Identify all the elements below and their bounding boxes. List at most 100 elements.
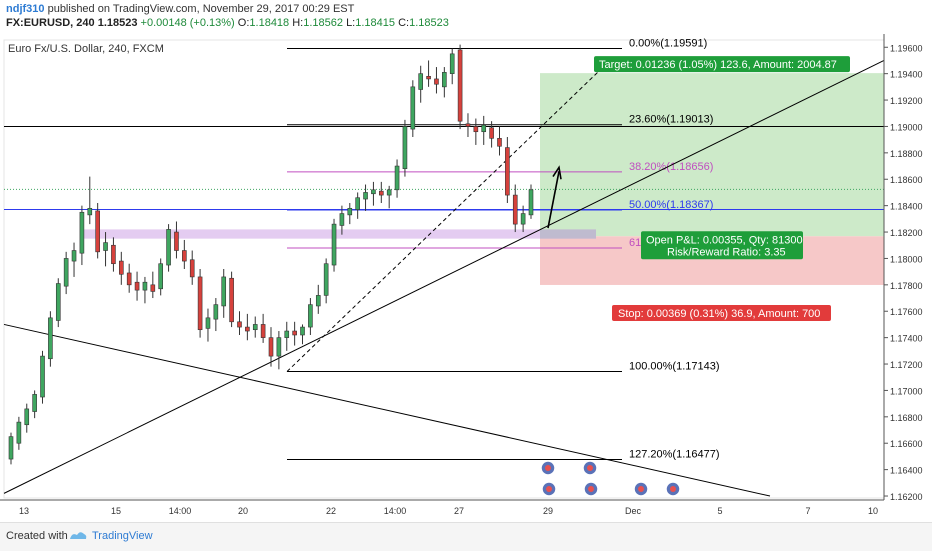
- candle-body: [119, 260, 124, 275]
- time-axis-label: 20: [238, 506, 248, 516]
- candle-body: [237, 321, 242, 328]
- price-axis-label: 1.16800: [890, 413, 923, 423]
- fib-level-label: 0.00%(1.19591): [629, 37, 707, 49]
- candle-body: [189, 259, 195, 278]
- close-label: C:: [398, 17, 410, 29]
- candle-body: [245, 326, 250, 332]
- high-label: H:: [292, 17, 304, 29]
- candle-body: [63, 258, 69, 287]
- price-axis-label: 1.17400: [890, 334, 923, 344]
- price-axis-label: 1.18000: [890, 254, 923, 264]
- candle-body: [16, 421, 22, 444]
- candle-body: [268, 337, 274, 357]
- entry-marker: [540, 229, 596, 239]
- candle-body: [323, 263, 329, 296]
- time-axis-label: 7: [805, 506, 810, 516]
- time-axis-label: Dec: [625, 506, 642, 516]
- price-chart[interactable]: Euro Fx/U.S. Dollar, 240, FXCM 0.00%(1.1…: [0, 34, 932, 522]
- price-axis-label: 1.19200: [890, 96, 923, 106]
- candle-body: [276, 337, 282, 357]
- economic-event-icon-dot: [588, 486, 594, 492]
- price-axis-label: 1.17600: [890, 307, 923, 317]
- candle-body: [489, 127, 494, 139]
- fib-level-label: 23.60%(1.19013): [629, 114, 713, 126]
- candle-body: [442, 72, 447, 88]
- candle-body: [402, 126, 408, 169]
- support-band: [84, 229, 596, 239]
- candle-body: [292, 330, 297, 336]
- change-value: +0.00148 (+0.13%): [140, 17, 235, 29]
- rising-trendline: [3, 60, 885, 494]
- price-axis-label: 1.17200: [890, 360, 923, 370]
- time-axis-label: 13: [19, 506, 29, 516]
- candle-body: [505, 147, 510, 196]
- falling-trendline: [3, 323, 771, 497]
- author-link[interactable]: ndjf310: [6, 3, 45, 15]
- time-axis-label: 14:00: [169, 506, 192, 516]
- candle-body: [205, 317, 211, 329]
- candle-body: [134, 281, 140, 291]
- candle-body: [158, 263, 163, 290]
- risk-reward-label-text: Risk/Reward Ratio: 3.35: [667, 246, 786, 258]
- candle-body: [55, 283, 61, 321]
- pnl-label-text: Open P&L: 0.00355, Qty: 81300: [646, 234, 803, 246]
- profit-zone: [540, 73, 884, 237]
- candle-body: [103, 242, 108, 251]
- price-axis-label: 1.19600: [890, 43, 923, 53]
- candle-body: [300, 326, 305, 336]
- candle-body: [111, 244, 116, 265]
- candle-body: [481, 124, 487, 133]
- candle-body: [434, 78, 439, 85]
- candle-body: [386, 189, 392, 196]
- candle-body: [95, 210, 100, 253]
- candle-body: [512, 194, 518, 225]
- candle-body: [284, 330, 290, 338]
- low-label: L:: [346, 17, 356, 29]
- price-axis-label: 1.17800: [890, 281, 923, 291]
- candle-body: [260, 324, 266, 338]
- candle-body: [410, 86, 416, 130]
- time-axis-label: 10: [868, 506, 878, 516]
- candle-body: [347, 207, 353, 216]
- symbol-text: FX:EURUSD, 240: [6, 17, 95, 29]
- candle-body: [40, 355, 45, 398]
- candle-body: [520, 213, 526, 225]
- economic-event-icon-dot: [638, 486, 644, 492]
- candle-body: [371, 189, 376, 195]
- created-with-text: Created with: [6, 530, 68, 542]
- candle-body: [229, 277, 234, 323]
- price-axis-label: 1.19000: [890, 122, 923, 132]
- price-axis-background: [884, 34, 932, 522]
- candle-body: [473, 126, 479, 133]
- price-axis-label: 1.18400: [890, 202, 923, 212]
- fib-level-label: 127.20%(1.16477): [629, 448, 720, 460]
- time-axis-label: 14:00: [384, 506, 407, 516]
- last-price: 1.18523: [97, 17, 138, 29]
- fib-level-label: 100.00%(1.17143): [629, 361, 720, 373]
- fib-level-label: 38.20%(1.18656): [629, 161, 713, 173]
- price-axis-label: 1.16600: [890, 439, 923, 449]
- candle-body: [252, 324, 258, 331]
- candle-body: [142, 281, 148, 291]
- publish-text: published on TradingView.com, November 2…: [47, 3, 355, 15]
- time-axis-label: 27: [454, 506, 464, 516]
- price-axis-label: 1.18800: [890, 149, 923, 159]
- candle-body: [24, 408, 30, 426]
- candle-body: [166, 229, 171, 266]
- price-axis-label: 1.18600: [890, 175, 923, 185]
- candle-body: [87, 207, 93, 216]
- open-value: 1.18418: [249, 17, 290, 29]
- economic-event-icon-dot: [670, 486, 676, 492]
- candle-body: [71, 250, 77, 262]
- candle-body: [363, 192, 368, 200]
- time-axis-label: 29: [543, 506, 553, 516]
- tradingview-brand-link[interactable]: TradingView: [92, 530, 153, 542]
- footer: Created with TradingView: [0, 522, 932, 551]
- candle-body: [150, 284, 156, 292]
- candle-body: [355, 197, 360, 210]
- target-label-box: [594, 56, 850, 73]
- pnl-label-box: [641, 231, 803, 260]
- stop-label-box: [612, 304, 831, 321]
- candle-body: [197, 276, 203, 331]
- candle-body: [418, 73, 423, 90]
